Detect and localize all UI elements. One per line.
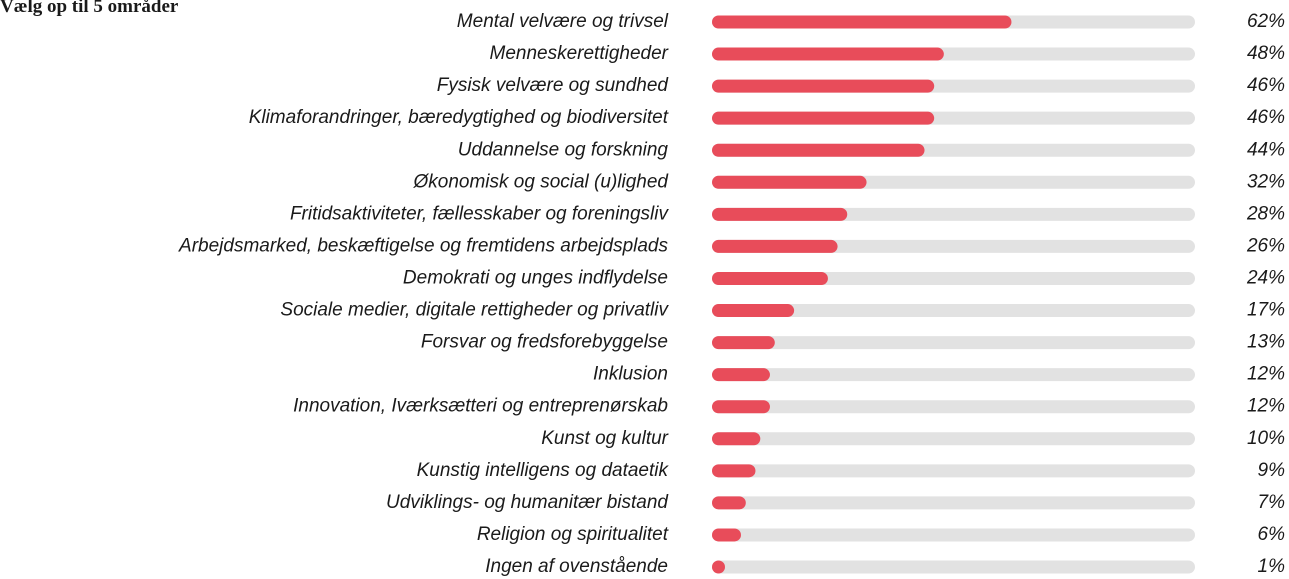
bar <box>712 111 935 125</box>
bar-track <box>712 496 1195 510</box>
bar-track <box>712 432 1195 446</box>
bar <box>712 15 1012 29</box>
bar <box>712 271 828 285</box>
bar <box>712 432 761 446</box>
bar <box>712 560 725 574</box>
value-label: 46% <box>1247 75 1285 96</box>
bar <box>712 336 775 350</box>
value-label: 62% <box>1247 11 1285 32</box>
bar <box>712 175 867 189</box>
bar <box>712 464 756 478</box>
bar-track <box>712 560 1195 574</box>
value-label: 44% <box>1247 139 1285 160</box>
bar-track <box>712 271 1195 285</box>
value-label: 1% <box>1258 556 1286 577</box>
value-label: 12% <box>1247 364 1285 385</box>
value-label: 24% <box>1246 267 1285 288</box>
category-label: Religion og spiritualitet <box>477 524 669 545</box>
bar <box>712 400 770 414</box>
bar <box>712 304 795 318</box>
chart-title: Vælg op til 5 områder <box>0 0 179 17</box>
value-label: 28% <box>1246 203 1285 224</box>
category-label: Udviklings- og humanitær bistand <box>386 492 669 513</box>
category-label: Menneskerettigheder <box>490 43 669 64</box>
category-label: Uddannelse og forskning <box>458 139 669 160</box>
category-label: Sociale medier, digitale rettigheder og … <box>280 300 669 321</box>
value-label: 48% <box>1247 43 1285 64</box>
value-label: 13% <box>1247 332 1285 353</box>
category-label: Arbejdsmarked, beskæftigelse og fremtide… <box>178 235 668 256</box>
category-label: Klimaforandringer, bæredygtighed og biod… <box>249 107 669 128</box>
category-label: Kunst og kultur <box>541 428 668 449</box>
category-label: Ingen af ovenstående <box>485 556 668 577</box>
value-label: 26% <box>1246 235 1285 256</box>
value-label: 7% <box>1258 492 1286 513</box>
bar <box>712 143 925 157</box>
category-label: Fysisk velvære og sundhed <box>437 75 670 96</box>
category-label: Økonomisk og social (u)lighed <box>412 171 669 192</box>
value-label: 46% <box>1247 107 1285 128</box>
value-label: 6% <box>1258 524 1286 545</box>
category-label: Kunstig intelligens og dataetik <box>417 460 670 481</box>
bar-track <box>712 528 1195 542</box>
bar <box>712 528 741 542</box>
bar <box>712 496 746 510</box>
value-label: 10% <box>1247 428 1285 449</box>
category-label: Forsvar og fredsforebyggelse <box>421 332 668 353</box>
value-label: 17% <box>1247 300 1285 321</box>
category-label: Mental velvære og trivsel <box>457 11 669 32</box>
bar <box>712 368 770 382</box>
category-label: Innovation, Iværksætteri og entreprenørs… <box>293 396 668 417</box>
bar <box>712 239 838 253</box>
bar-track <box>712 400 1195 414</box>
category-label: Demokrati og unges indflydelse <box>403 267 668 288</box>
bar-track <box>712 368 1195 382</box>
category-label: Fritidsaktiviteter, fællesskaber og fore… <box>290 203 670 224</box>
value-label: 32% <box>1247 171 1285 192</box>
value-label: 9% <box>1258 460 1286 481</box>
bar <box>712 79 935 93</box>
bar <box>712 207 848 221</box>
bar-track <box>712 336 1195 350</box>
bar <box>712 47 944 61</box>
category-label: Inklusion <box>593 364 668 385</box>
bar-track <box>712 464 1195 478</box>
value-label: 12% <box>1247 396 1285 417</box>
bar-track <box>712 304 1195 318</box>
